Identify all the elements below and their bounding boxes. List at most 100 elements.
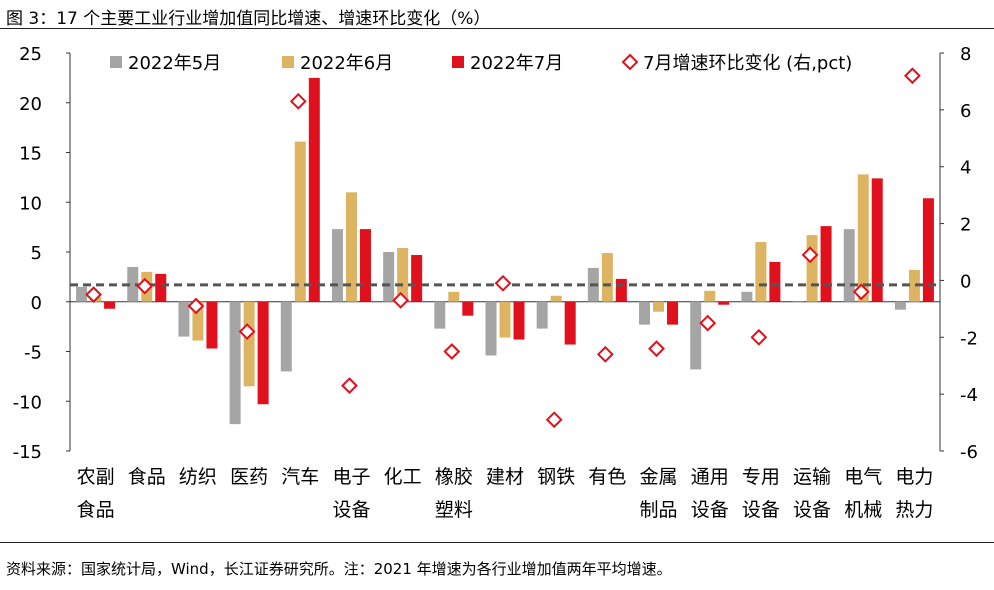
bar-0-14 — [792, 301, 804, 303]
category-label-5: 设备 — [332, 499, 370, 521]
bar-1-8 — [499, 301, 511, 338]
category-label-6: 化工 — [384, 466, 422, 488]
right-tick-label: 8 — [960, 44, 971, 65]
bar-0-9 — [536, 301, 548, 329]
right-tick-label: -4 — [960, 385, 978, 406]
category-label-8: 建材 — [486, 466, 524, 488]
marker-11 — [648, 340, 665, 358]
bar-2-1 — [155, 273, 167, 302]
category-label-0: 农副 — [77, 466, 115, 488]
footer-rule — [0, 542, 994, 543]
legend-swatch-2 — [452, 56, 464, 68]
marker-2 — [187, 297, 205, 315]
left-tick-label: 10 — [19, 193, 42, 214]
axes: -15 -10 -5 0 5 10 15 20 25 -6 -4 -2 0 2 4 6 8 — [13, 44, 978, 463]
category-label-10: 有色 — [588, 466, 626, 488]
bar-1-2 — [192, 301, 204, 341]
bar-1-3 — [243, 301, 255, 387]
category-label-16: 电力 — [895, 466, 933, 488]
left-tick-label: -15 — [13, 442, 42, 463]
marker-15 — [852, 283, 870, 301]
bar-2-15 — [871, 178, 883, 302]
category-label-13: 专用 — [742, 466, 780, 488]
right-tick-label: 2 — [960, 215, 971, 236]
right-tick-label: -6 — [960, 442, 978, 463]
bar-2-2 — [206, 301, 218, 349]
left-tick-label: -10 — [13, 392, 42, 413]
bar-1-6 — [397, 248, 409, 302]
bar-1-5 — [345, 192, 357, 302]
category-label-13: 设备 — [742, 499, 780, 521]
left-tick-label: -5 — [24, 343, 42, 364]
bar-1-13 — [755, 242, 767, 302]
bar-2-4 — [308, 77, 320, 302]
legend-label-2: 2022年7月 — [470, 53, 563, 74]
bar-0-8 — [485, 301, 497, 356]
bar-0-11 — [639, 301, 651, 325]
marker-6 — [392, 291, 410, 309]
bar-1-14 — [806, 235, 818, 302]
left-tick-label: 25 — [19, 44, 42, 65]
bar-0-15 — [843, 229, 855, 302]
legend-label-1: 2022年6月 — [300, 53, 393, 74]
left-tick-label: 5 — [31, 243, 42, 264]
chart-title: 图 3：17 个主要工业行业增加值同比增速、增速环比变化（%） — [6, 9, 491, 29]
bar-1-10 — [601, 252, 613, 302]
marker-5 — [341, 377, 358, 395]
bar-2-6 — [411, 254, 423, 302]
bar-1-7 — [448, 291, 460, 302]
bar-2-16 — [922, 198, 934, 302]
marker-4 — [289, 92, 307, 110]
bar-1-11 — [653, 301, 665, 312]
legend-swatch-0 — [110, 56, 122, 68]
category-label-9: 钢铁 — [537, 466, 575, 488]
legend-marker — [621, 53, 639, 71]
category-label-11: 金属 — [640, 466, 678, 488]
right-tick-label: 4 — [960, 158, 971, 179]
marker-10 — [596, 345, 614, 363]
bar-1-4 — [294, 141, 306, 302]
left-tick-label: 20 — [19, 94, 42, 115]
category-label-15: 机械 — [844, 499, 882, 521]
marker-9 — [545, 411, 563, 429]
markers — [85, 67, 921, 429]
bar-1-12 — [704, 290, 716, 302]
marker-8 — [494, 274, 512, 292]
right-tick-label: -2 — [960, 328, 978, 349]
bar-0-6 — [383, 252, 395, 302]
marker-12 — [699, 314, 717, 332]
category-label-0: 食品 — [77, 499, 115, 521]
bar-0-12 — [690, 301, 702, 370]
bar-0-1 — [127, 266, 139, 302]
bar-2-12 — [718, 301, 730, 305]
legend-label-0: 2022年5月 — [128, 53, 221, 74]
legend-swatch-1 — [282, 56, 294, 68]
category-label-2: 纺织 — [179, 466, 217, 488]
bar-2-0 — [104, 301, 116, 309]
right-tick-label: 0 — [960, 271, 971, 292]
legend-label-marker: 7月增速环比变化 (右,pct) — [643, 53, 852, 74]
bar-0-7 — [434, 301, 446, 329]
category-label-14: 运输 — [793, 466, 831, 488]
bar-0-4 — [280, 301, 292, 372]
bar-0-3 — [229, 301, 241, 425]
category-label-12: 通用 — [691, 466, 729, 488]
bar-1-9 — [550, 295, 562, 302]
bar-2-11 — [667, 301, 679, 325]
bar-2-13 — [769, 261, 781, 302]
marker-16 — [903, 67, 921, 85]
marker-7 — [443, 343, 461, 360]
source-note: 资料来源：国家统计局，Wind，长江证券研究所。注：2021 年增速为各行业增加… — [6, 560, 672, 578]
category-label-7: 塑料 — [435, 499, 473, 521]
marker-13 — [750, 328, 768, 346]
category-label-15: 电气 — [844, 466, 882, 488]
bar-0-5 — [331, 229, 343, 302]
bar-2-14 — [820, 226, 832, 302]
category-label-1: 食品 — [128, 466, 166, 488]
marker-1 — [136, 277, 154, 295]
bar-2-10 — [615, 278, 627, 302]
bars — [76, 77, 934, 425]
right-tick-label: 6 — [960, 101, 971, 122]
